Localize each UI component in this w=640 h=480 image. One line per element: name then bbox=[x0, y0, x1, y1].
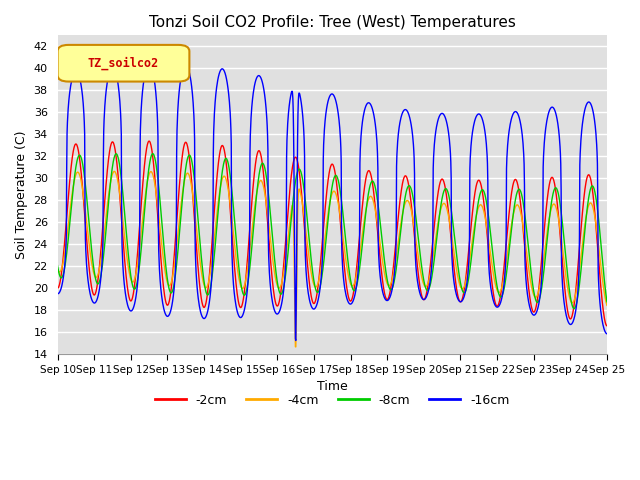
-4cm bbox=[292, 344, 300, 350]
-2cm bbox=[96, 257, 104, 263]
-16cm bbox=[603, 331, 611, 336]
-4cm bbox=[299, 203, 307, 209]
Line: -4cm: -4cm bbox=[58, 171, 607, 347]
-8cm bbox=[308, 266, 316, 272]
FancyBboxPatch shape bbox=[58, 45, 189, 82]
-8cm bbox=[298, 175, 306, 181]
-8cm bbox=[570, 306, 578, 312]
-16cm bbox=[299, 113, 307, 119]
-2cm bbox=[54, 285, 61, 291]
-16cm bbox=[308, 306, 316, 312]
-16cm bbox=[118, 253, 126, 259]
-4cm bbox=[119, 217, 127, 223]
-16cm bbox=[287, 91, 295, 97]
-4cm bbox=[54, 266, 61, 272]
-16cm bbox=[367, 102, 375, 108]
-16cm bbox=[96, 282, 104, 288]
Y-axis label: Soil Temperature (C): Soil Temperature (C) bbox=[15, 131, 28, 259]
-8cm bbox=[149, 151, 157, 156]
-2cm bbox=[118, 228, 126, 234]
-8cm bbox=[54, 263, 61, 268]
-2cm bbox=[287, 176, 295, 181]
-16cm bbox=[54, 291, 61, 297]
Line: -8cm: -8cm bbox=[58, 154, 607, 309]
-4cm bbox=[367, 193, 375, 199]
Line: -2cm: -2cm bbox=[58, 141, 607, 326]
Legend: -2cm, -4cm, -8cm, -16cm: -2cm, -4cm, -8cm, -16cm bbox=[150, 389, 515, 412]
-2cm bbox=[367, 171, 374, 177]
-8cm bbox=[118, 186, 126, 192]
Title: Tonzi Soil CO2 Profile: Tree (West) Temperatures: Tonzi Soil CO2 Profile: Tree (West) Temp… bbox=[148, 15, 516, 30]
-16cm bbox=[292, 337, 300, 343]
Text: TZ_soilco2: TZ_soilco2 bbox=[88, 56, 159, 70]
X-axis label: Time: Time bbox=[317, 380, 348, 393]
-2cm bbox=[145, 138, 153, 144]
-4cm bbox=[308, 277, 316, 283]
-16cm bbox=[145, 61, 153, 67]
-8cm bbox=[96, 276, 104, 282]
-8cm bbox=[287, 218, 295, 224]
-2cm bbox=[603, 323, 611, 329]
Line: -16cm: -16cm bbox=[58, 64, 607, 340]
-8cm bbox=[603, 299, 611, 305]
-4cm bbox=[603, 302, 611, 308]
-2cm bbox=[308, 298, 316, 304]
-4cm bbox=[96, 263, 104, 268]
-8cm bbox=[367, 181, 374, 187]
-4cm bbox=[111, 168, 118, 174]
-2cm bbox=[298, 199, 306, 205]
-4cm bbox=[287, 210, 295, 216]
